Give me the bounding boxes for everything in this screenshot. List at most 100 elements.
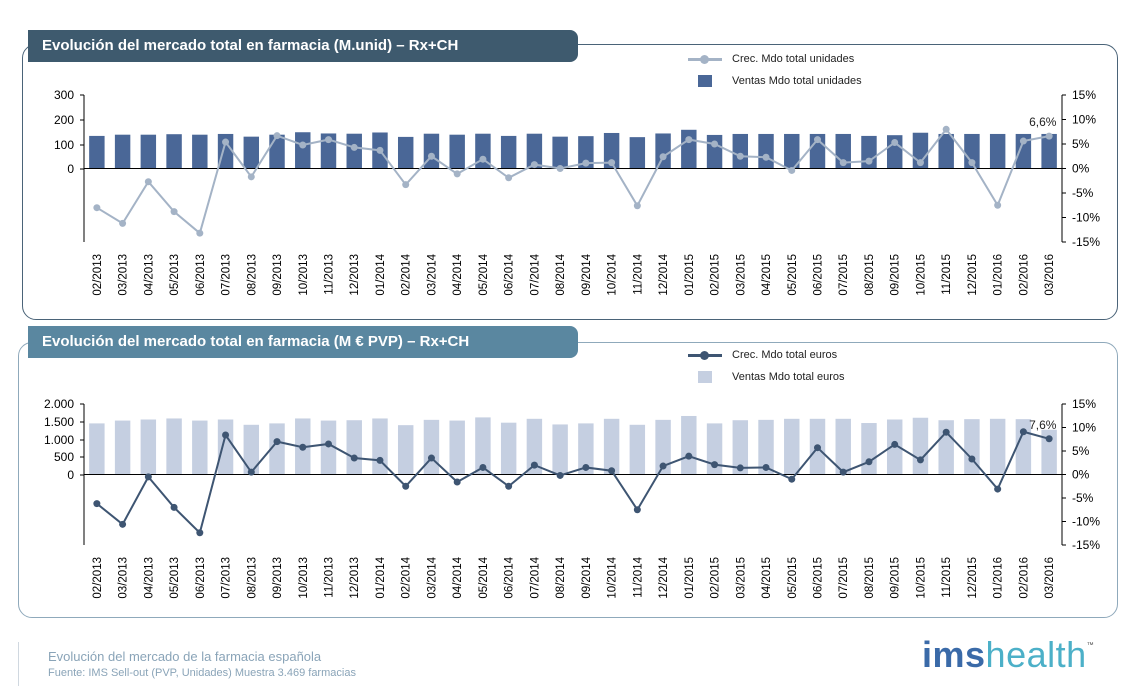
x-tick-label: 05/2013 — [169, 557, 181, 599]
x-tick-label: 09/2015 — [890, 557, 902, 599]
bar — [320, 133, 337, 169]
growth-point — [119, 520, 127, 528]
growth-point — [736, 464, 744, 472]
x-tick-label: 07/2014 — [529, 253, 541, 295]
growth-point — [814, 136, 821, 144]
y-left-tick-label: 0 — [67, 162, 74, 176]
bar — [475, 417, 491, 475]
growth-point — [402, 181, 410, 189]
growth-point — [711, 461, 719, 469]
bar — [1015, 133, 1032, 169]
x-tick-label: 12/2013 — [349, 557, 361, 599]
x-tick-label: 05/2014 — [478, 253, 490, 295]
x-tick-label: 03/2013 — [118, 557, 130, 599]
y-right-tick-label: 15% — [1072, 88, 1096, 102]
x-tick-label: 12/2014 — [658, 556, 670, 598]
bar — [603, 418, 620, 475]
growth-point — [427, 454, 435, 462]
growth-point — [608, 467, 616, 475]
x-tick-label: 07/2015 — [838, 557, 850, 599]
bar — [732, 420, 749, 475]
bar — [114, 134, 131, 169]
growth-point — [633, 506, 641, 514]
bar — [243, 424, 260, 475]
x-tick-label: 06/2015 — [813, 557, 825, 599]
growth-point — [1045, 132, 1053, 140]
bar — [578, 423, 594, 475]
growth-point — [273, 132, 281, 140]
x-tick-label: 01/2015 — [684, 254, 696, 296]
bar — [552, 136, 568, 169]
x-tick-label: 10/2015 — [915, 254, 927, 296]
bar — [500, 422, 517, 475]
bar — [526, 418, 543, 475]
growth-point — [814, 444, 821, 452]
x-tick-label: 06/2013 — [195, 557, 207, 599]
bar — [784, 133, 800, 169]
x-tick-label: 10/2014 — [607, 556, 619, 598]
growth-point — [685, 452, 693, 460]
growth-point — [325, 136, 332, 144]
growth-point — [659, 153, 667, 161]
bar — [681, 415, 697, 475]
euros-chart-panel — [18, 342, 1118, 618]
bar — [140, 134, 157, 169]
growth-point — [633, 202, 641, 210]
x-tick-label: 04/2014 — [452, 253, 464, 295]
x-tick-label: 07/2015 — [838, 254, 850, 296]
x-tick-label: 07/2013 — [221, 254, 233, 296]
growth-point — [453, 170, 461, 178]
bar-legend-swatch — [698, 371, 712, 383]
x-tick-label: 09/2014 — [581, 253, 593, 295]
growth-point — [582, 463, 590, 471]
x-tick-label: 10/2014 — [607, 253, 619, 295]
growth-point — [582, 159, 590, 167]
growth-point — [942, 428, 950, 436]
x-tick-label: 08/2013 — [246, 254, 258, 296]
growth-point — [505, 482, 513, 490]
y-right-tick-label: 5% — [1072, 444, 1090, 458]
x-tick-label: 02/2013 — [92, 557, 104, 599]
growth-point — [736, 152, 744, 160]
y-right-tick-label: -10% — [1072, 515, 1100, 529]
x-tick-label: 11/2015 — [941, 254, 953, 295]
y-left-tick-label: 2.000 — [44, 397, 74, 411]
bar — [295, 132, 311, 169]
x-tick-label: 04/2014 — [452, 556, 464, 598]
x-tick-label: 06/2015 — [813, 254, 825, 296]
growth-point — [839, 468, 847, 476]
footer-title: Evolución del mercado de la farmacia esp… — [48, 649, 322, 664]
growth-point — [994, 485, 1002, 493]
y-left-tick-label: 500 — [54, 450, 74, 464]
bar — [964, 419, 980, 475]
bar — [989, 418, 1006, 475]
y-right-tick-label: 15% — [1072, 397, 1096, 411]
y-left-tick-label: 0 — [67, 468, 74, 482]
growth-point — [479, 463, 487, 471]
growth-point — [711, 140, 719, 148]
bar — [166, 134, 182, 169]
x-tick-label: 02/2013 — [92, 254, 104, 296]
bar — [114, 420, 131, 475]
y-left-tick-label: 1.000 — [44, 433, 74, 447]
x-tick-label: 02/2015 — [710, 254, 722, 296]
growth-point — [788, 475, 796, 483]
bar — [449, 134, 465, 169]
bar — [423, 419, 440, 475]
units-chart-panel — [22, 44, 1118, 320]
euros-chart-title: Evolución del mercado total en farmacia … — [28, 326, 578, 358]
legend-line-label: Crec. Mdo total euros — [732, 349, 838, 361]
growth-point — [376, 456, 384, 464]
growth-point — [350, 454, 358, 462]
x-tick-label: 08/2015 — [864, 254, 876, 296]
x-tick-label: 11/2014 — [632, 556, 644, 597]
bar — [655, 133, 671, 169]
growth-point — [119, 219, 127, 227]
growth-point — [659, 462, 667, 470]
growth-point — [479, 155, 487, 163]
bar — [397, 425, 414, 475]
x-tick-label: 03/2015 — [735, 254, 747, 296]
bar — [732, 133, 749, 169]
legend-bar-label: Ventas Mdo total euros — [732, 371, 845, 383]
growth-point — [916, 159, 924, 167]
